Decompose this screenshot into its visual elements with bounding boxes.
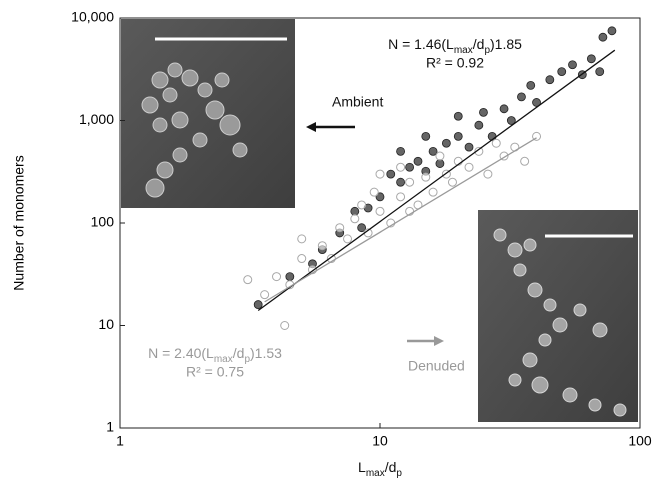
data-point [568, 60, 577, 70]
fit-equation-part: max [214, 354, 233, 365]
data-point [396, 146, 405, 156]
data-point [421, 172, 431, 182]
fit-equation-part: /d [473, 36, 485, 52]
data-point [375, 206, 385, 216]
data-point [350, 214, 360, 224]
data-point [483, 169, 493, 179]
data-point [357, 223, 367, 233]
data-point [386, 169, 396, 179]
data-point [317, 241, 327, 251]
sem-image-ambient [121, 19, 295, 208]
data-point [396, 177, 405, 187]
data-point [464, 162, 474, 172]
data-point [260, 290, 270, 300]
fit-r2: R² = 0.75 [186, 364, 244, 380]
data-point [428, 146, 438, 156]
data-point [520, 156, 530, 166]
arrow-denuded [407, 336, 444, 346]
x-axis-label: Lmax/dp [358, 459, 402, 479]
fit-r2: R² = 0.92 [426, 55, 484, 71]
data-point [532, 98, 541, 107]
y-tick-label: 100 [91, 214, 115, 230]
series-label: Ambient [332, 94, 383, 110]
data-point [526, 81, 536, 90]
fit-equation: N = 1.46(Lmax/dp)1.85 [388, 36, 522, 56]
data-point [285, 272, 295, 281]
data-point [335, 223, 345, 233]
data-point [545, 75, 555, 85]
data-point [586, 54, 596, 64]
data-point [499, 104, 509, 114]
fit-equation-part: p [484, 45, 490, 56]
data-point [474, 146, 484, 156]
data-point [413, 156, 423, 166]
fit-equation: N = 2.40(Lmax/dp)1.53 [148, 345, 282, 365]
data-point [428, 187, 438, 197]
y-axis-label: Number of monomers [11, 155, 27, 290]
data-point [557, 67, 567, 76]
data-point [272, 272, 282, 282]
data-point [421, 131, 431, 141]
fit-equation-part: p [244, 354, 250, 365]
data-point [405, 177, 415, 187]
data-point [350, 206, 360, 216]
data-point [453, 111, 463, 121]
data-point [357, 200, 367, 210]
data-point [396, 162, 406, 172]
fit-equation-part: max [454, 45, 473, 56]
data-point [297, 234, 307, 244]
fit-equation-part: N = 1.46(L [388, 36, 454, 52]
data-point [474, 120, 484, 130]
fit-line [257, 49, 616, 312]
data-point [491, 138, 501, 148]
data-point [506, 116, 516, 125]
series-label: Denuded [408, 358, 465, 374]
data-point [479, 107, 488, 117]
y-tick-label: 1 [106, 419, 114, 435]
x-axis-label-part: max [366, 468, 385, 479]
sem-image-denuded [478, 210, 638, 422]
y-tick-label: 10 [98, 316, 114, 332]
fit-line [264, 137, 537, 303]
y-tick-label: 1,000 [79, 111, 114, 127]
data-point [435, 151, 445, 161]
x-axis-label-part: L [358, 459, 366, 475]
data-point [453, 131, 463, 141]
data-point [405, 162, 415, 172]
data-point [369, 187, 379, 197]
data-point [464, 142, 474, 152]
x-tick-label: 1 [116, 433, 124, 449]
data-point [396, 192, 406, 202]
x-axis-label-part: p [396, 468, 402, 479]
data-point [343, 234, 353, 244]
data-point [253, 300, 263, 309]
fit-equation-part: N = 2.40(L [148, 345, 214, 361]
y-tick-label: 10,000 [71, 9, 114, 25]
fit-equation-part: )1.53 [250, 345, 282, 361]
data-point [607, 26, 617, 36]
fit-equation-part: /d [233, 345, 245, 361]
data-point [435, 159, 445, 168]
arrow-ambient [306, 122, 355, 132]
data-point [595, 67, 605, 76]
x-axis-label-part: /d [385, 459, 397, 475]
x-tick-label: 100 [628, 433, 652, 449]
data-point [375, 169, 385, 179]
data-point [243, 275, 253, 285]
data-point [375, 192, 385, 202]
data-point [598, 32, 608, 42]
data-point [517, 92, 526, 102]
data-point [441, 138, 451, 148]
data-point [280, 321, 290, 330]
fit-equation-part: )1.85 [490, 36, 522, 52]
data-point [447, 177, 457, 187]
data-point [297, 254, 307, 264]
x-tick-label: 10 [372, 433, 388, 449]
